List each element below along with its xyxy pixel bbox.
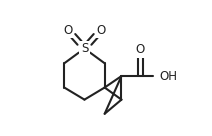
Text: O: O xyxy=(96,24,105,37)
Text: O: O xyxy=(64,24,73,37)
Text: O: O xyxy=(136,43,145,56)
Text: S: S xyxy=(81,42,88,55)
Text: OH: OH xyxy=(160,70,178,83)
